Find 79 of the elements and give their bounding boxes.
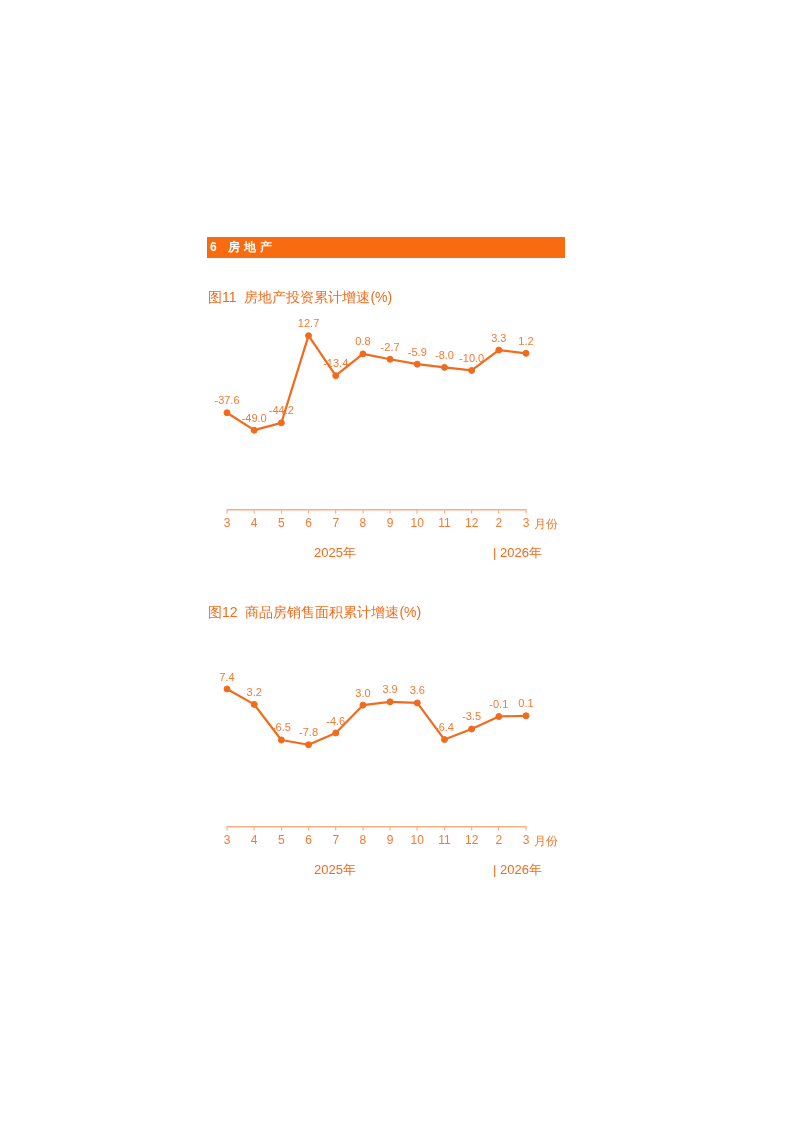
point	[413, 699, 421, 707]
point	[386, 698, 394, 706]
point	[522, 712, 530, 720]
x-tick-label: 5	[278, 516, 286, 531]
x-tick-label: 6	[305, 833, 313, 848]
chart-title: 图12 商品房销售面积累计增速(%)	[208, 603, 422, 621]
data-label: -3.5	[462, 710, 482, 723]
text: 6 房地产	[210, 239, 277, 256]
data-label: 3.3	[491, 331, 507, 344]
x-tick-label: 10	[410, 833, 425, 848]
text: 2025年	[313, 862, 356, 878]
data-label: 12.7	[297, 317, 320, 330]
x-tick-label: 3	[522, 516, 530, 531]
data-label: -37.6	[214, 394, 240, 407]
data-label: 3.9	[382, 683, 398, 696]
x-tick-label: 2	[495, 833, 503, 848]
x-tick-label: 8	[359, 833, 367, 848]
data-label: -6.5	[271, 721, 291, 734]
chart-title: 图11 房地产投资累计增速(%)	[208, 288, 393, 306]
point	[277, 736, 285, 744]
x-tick-label: 10	[410, 516, 425, 531]
point	[223, 685, 231, 693]
point	[223, 409, 231, 417]
x-tick-label: 9	[386, 516, 394, 531]
point	[440, 363, 448, 371]
data-label: -49.0	[241, 411, 267, 424]
point	[250, 700, 258, 708]
point	[277, 419, 285, 427]
point	[332, 729, 340, 737]
x-tick-label: 7	[332, 833, 340, 848]
x-tick-label: 3	[522, 833, 530, 848]
x-tick-label: 4	[250, 833, 258, 848]
x-tick-label: 3	[223, 516, 231, 531]
data-label: -4.6	[326, 714, 346, 727]
x-tick-label: 11	[438, 833, 451, 848]
point	[305, 332, 313, 340]
x-tick-label: 12	[464, 833, 479, 848]
point	[468, 725, 476, 733]
x-tick-label: 3	[223, 833, 231, 848]
data-label: 0.1	[518, 697, 534, 710]
point	[359, 350, 367, 358]
text: | 2026年	[493, 545, 543, 561]
data-label: 3.2	[246, 685, 262, 698]
data-label: -7.8	[299, 726, 319, 739]
text: 2025年	[313, 545, 356, 561]
x-tick-label: 9	[386, 833, 394, 848]
data-label: -5.9	[407, 345, 427, 358]
x-tick-label: 5	[278, 833, 286, 848]
x-tick-label: 11	[438, 516, 451, 531]
data-label: 3.0	[355, 686, 371, 699]
x-tick-label: 6	[305, 516, 313, 531]
x-axis-title: 月份	[534, 516, 558, 531]
point	[522, 349, 530, 357]
text: | 2026年	[493, 862, 543, 878]
x-tick-label: 4	[250, 516, 258, 531]
data-label: -6.4	[434, 721, 454, 734]
point	[359, 701, 367, 709]
point	[386, 355, 394, 363]
point	[305, 741, 313, 749]
data-label: 0.8	[355, 335, 371, 348]
data-label: 7.4	[219, 670, 235, 683]
point	[495, 713, 503, 721]
point	[332, 372, 340, 380]
x-tick-label: 2	[495, 516, 503, 531]
data-label: -8.0	[434, 348, 454, 361]
data-label: -2.7	[380, 340, 400, 353]
x-axis-title: 月份	[534, 833, 558, 848]
x-tick-label: 12	[464, 516, 479, 531]
x-tick-label: 7	[332, 516, 340, 531]
point	[413, 360, 421, 368]
data-label: -10.0	[459, 351, 485, 364]
data-label: -0.1	[489, 698, 509, 711]
point	[468, 366, 476, 374]
point	[440, 736, 448, 744]
point	[495, 346, 503, 354]
data-label: 1.2	[518, 334, 534, 347]
point	[250, 426, 258, 434]
data-label: 3.6	[409, 684, 425, 697]
x-tick-label: 8	[359, 516, 367, 531]
